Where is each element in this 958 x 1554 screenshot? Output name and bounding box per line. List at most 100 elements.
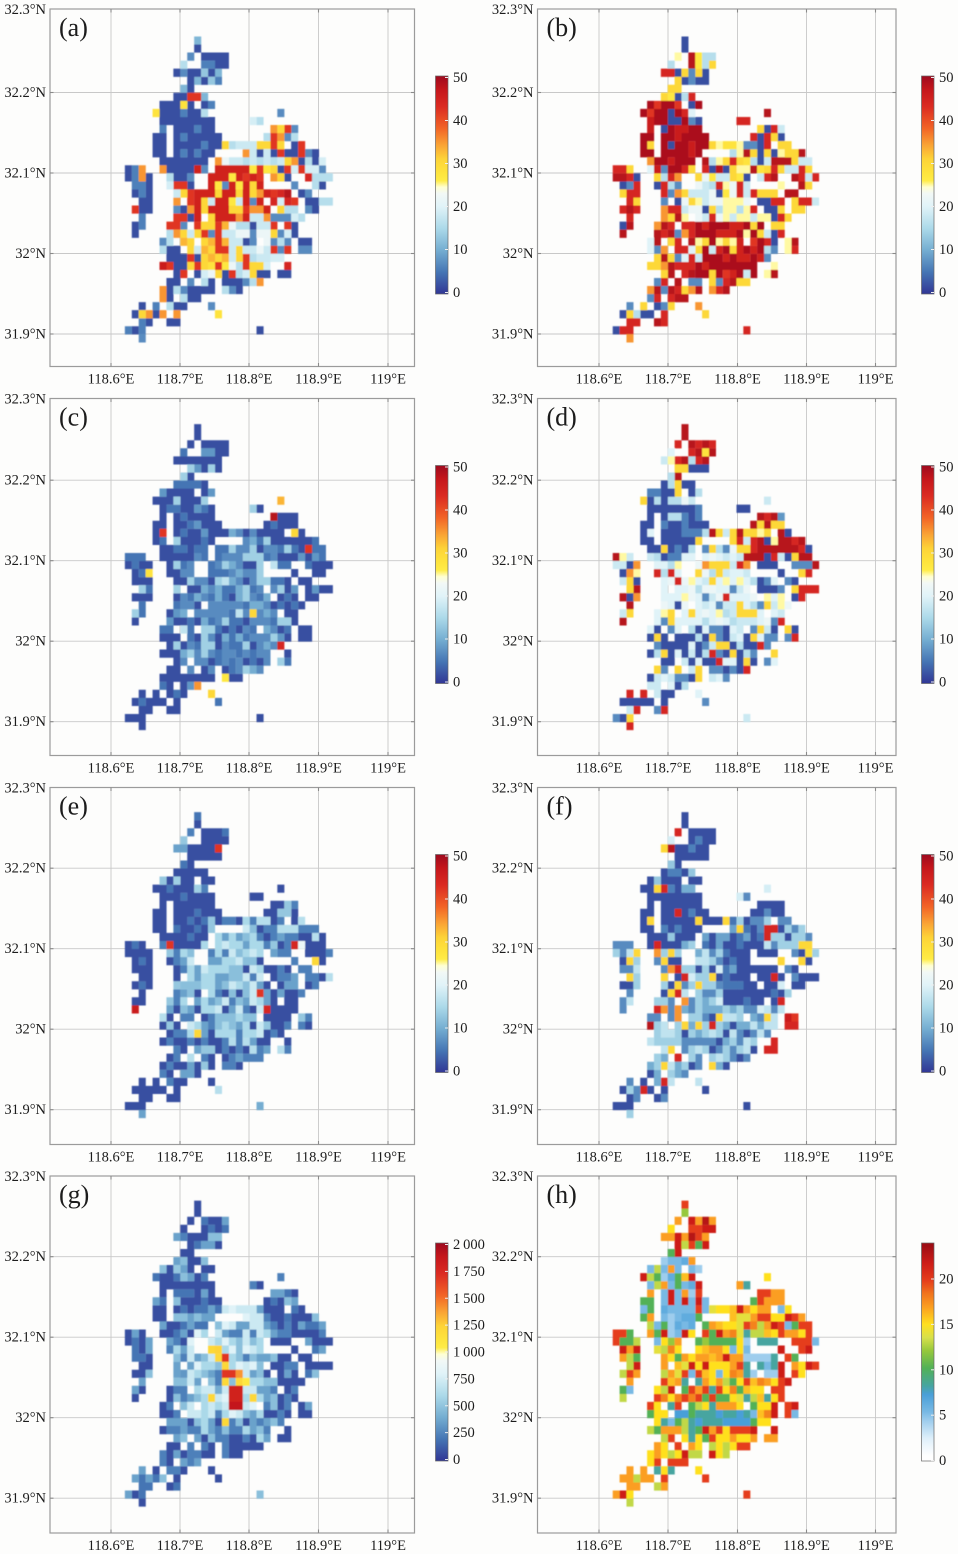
svg-text:118.9°E: 118.9°E bbox=[783, 372, 830, 388]
svg-text:(d): (d) bbox=[547, 403, 577, 432]
svg-text:50: 50 bbox=[453, 849, 468, 865]
svg-text:118.8°E: 118.8°E bbox=[714, 372, 761, 388]
svg-text:2 000: 2 000 bbox=[453, 1237, 485, 1253]
svg-text:30: 30 bbox=[939, 156, 954, 172]
svg-text:32.1°N: 32.1°N bbox=[4, 1330, 46, 1346]
svg-text:32.3°N: 32.3°N bbox=[4, 2, 46, 18]
svg-text:1 000: 1 000 bbox=[453, 1345, 485, 1361]
svg-text:20: 20 bbox=[939, 978, 954, 994]
svg-text:32.2°N: 32.2°N bbox=[4, 861, 46, 877]
svg-text:31.9°N: 31.9°N bbox=[4, 327, 46, 343]
svg-text:31.9°N: 31.9°N bbox=[4, 714, 46, 730]
svg-text:118.9°E: 118.9°E bbox=[783, 1150, 830, 1166]
svg-text:(g): (g) bbox=[59, 1180, 89, 1209]
svg-text:32.2°N: 32.2°N bbox=[4, 85, 46, 101]
svg-text:32.1°N: 32.1°N bbox=[492, 941, 534, 957]
svg-text:10: 10 bbox=[453, 632, 468, 648]
svg-text:118.7°E: 118.7°E bbox=[645, 1538, 692, 1554]
svg-text:118.6°E: 118.6°E bbox=[576, 1150, 623, 1166]
svg-text:32.1°N: 32.1°N bbox=[4, 941, 46, 957]
svg-text:32.3°N: 32.3°N bbox=[4, 781, 46, 797]
svg-text:20: 20 bbox=[453, 978, 468, 994]
svg-text:118.6°E: 118.6°E bbox=[88, 1150, 135, 1166]
svg-text:118.7°E: 118.7°E bbox=[645, 372, 692, 388]
svg-text:750: 750 bbox=[453, 1371, 475, 1387]
svg-text:31.9°N: 31.9°N bbox=[492, 714, 534, 730]
svg-text:118.8°E: 118.8°E bbox=[714, 1150, 761, 1166]
svg-text:50: 50 bbox=[939, 460, 954, 476]
svg-text:118.8°E: 118.8°E bbox=[226, 761, 273, 777]
svg-text:0: 0 bbox=[453, 285, 460, 301]
svg-text:32.1°N: 32.1°N bbox=[492, 1330, 534, 1346]
svg-text:50: 50 bbox=[453, 70, 468, 86]
svg-text:0: 0 bbox=[939, 1064, 946, 1080]
svg-text:118.8°E: 118.8°E bbox=[714, 1538, 761, 1554]
svg-text:20: 20 bbox=[939, 199, 954, 215]
svg-text:1 250: 1 250 bbox=[453, 1318, 485, 1334]
svg-text:32.3°N: 32.3°N bbox=[492, 1169, 534, 1185]
svg-text:118.7°E: 118.7°E bbox=[157, 372, 204, 388]
svg-text:30: 30 bbox=[453, 546, 468, 562]
svg-text:40: 40 bbox=[939, 892, 954, 908]
svg-text:119°E: 119°E bbox=[370, 761, 406, 777]
svg-text:20: 20 bbox=[453, 199, 468, 215]
svg-text:250: 250 bbox=[453, 1425, 475, 1441]
svg-text:118.8°E: 118.8°E bbox=[226, 1150, 273, 1166]
svg-text:32.3°N: 32.3°N bbox=[492, 392, 534, 408]
svg-text:118.6°E: 118.6°E bbox=[88, 761, 135, 777]
svg-text:32°N: 32°N bbox=[503, 1410, 534, 1426]
svg-text:5: 5 bbox=[939, 1408, 946, 1424]
svg-text:15: 15 bbox=[939, 1317, 954, 1333]
svg-text:118.6°E: 118.6°E bbox=[88, 1538, 135, 1554]
svg-text:50: 50 bbox=[939, 70, 954, 86]
svg-text:118.7°E: 118.7°E bbox=[157, 1150, 204, 1166]
svg-text:32°N: 32°N bbox=[15, 634, 46, 650]
svg-text:32.3°N: 32.3°N bbox=[4, 392, 46, 408]
svg-text:0: 0 bbox=[453, 1064, 460, 1080]
svg-text:(f): (f) bbox=[547, 792, 573, 821]
svg-text:10: 10 bbox=[453, 1021, 468, 1037]
svg-text:40: 40 bbox=[939, 503, 954, 519]
svg-text:118.9°E: 118.9°E bbox=[783, 761, 830, 777]
svg-text:0: 0 bbox=[939, 675, 946, 691]
svg-text:30: 30 bbox=[939, 935, 954, 951]
svg-text:119°E: 119°E bbox=[370, 372, 406, 388]
svg-text:118.7°E: 118.7°E bbox=[645, 1150, 692, 1166]
svg-text:30: 30 bbox=[939, 546, 954, 562]
svg-text:1 750: 1 750 bbox=[453, 1264, 485, 1280]
svg-text:0: 0 bbox=[453, 1452, 460, 1468]
svg-text:(h): (h) bbox=[547, 1180, 577, 1209]
svg-text:32°N: 32°N bbox=[15, 246, 46, 262]
svg-text:32.2°N: 32.2°N bbox=[4, 473, 46, 489]
svg-text:118.8°E: 118.8°E bbox=[226, 1538, 273, 1554]
svg-text:119°E: 119°E bbox=[858, 1538, 894, 1554]
svg-text:119°E: 119°E bbox=[858, 761, 894, 777]
svg-text:(a): (a) bbox=[59, 13, 88, 42]
svg-text:32°N: 32°N bbox=[503, 634, 534, 650]
svg-text:0: 0 bbox=[939, 285, 946, 301]
svg-text:10: 10 bbox=[939, 1362, 954, 1378]
svg-text:50: 50 bbox=[939, 849, 954, 865]
svg-text:31.9°N: 31.9°N bbox=[492, 1102, 534, 1118]
svg-text:32.1°N: 32.1°N bbox=[4, 166, 46, 182]
svg-text:40: 40 bbox=[939, 113, 954, 129]
svg-text:118.9°E: 118.9°E bbox=[783, 1538, 830, 1554]
svg-text:32.3°N: 32.3°N bbox=[492, 2, 534, 18]
svg-text:118.9°E: 118.9°E bbox=[295, 1150, 342, 1166]
svg-text:30: 30 bbox=[453, 935, 468, 951]
svg-text:(c): (c) bbox=[59, 403, 88, 432]
svg-text:32.2°N: 32.2°N bbox=[492, 861, 534, 877]
svg-text:118.6°E: 118.6°E bbox=[576, 372, 623, 388]
svg-text:118.6°E: 118.6°E bbox=[576, 761, 623, 777]
svg-text:1 500: 1 500 bbox=[453, 1291, 485, 1307]
svg-text:118.7°E: 118.7°E bbox=[157, 1538, 204, 1554]
svg-text:119°E: 119°E bbox=[858, 1150, 894, 1166]
svg-text:118.7°E: 118.7°E bbox=[157, 761, 204, 777]
svg-text:32°N: 32°N bbox=[15, 1410, 46, 1426]
svg-text:0: 0 bbox=[939, 1453, 946, 1469]
svg-text:32.2°N: 32.2°N bbox=[492, 473, 534, 489]
svg-text:118.9°E: 118.9°E bbox=[295, 372, 342, 388]
svg-text:31.9°N: 31.9°N bbox=[492, 327, 534, 343]
svg-text:0: 0 bbox=[453, 675, 460, 691]
svg-text:40: 40 bbox=[453, 892, 468, 908]
